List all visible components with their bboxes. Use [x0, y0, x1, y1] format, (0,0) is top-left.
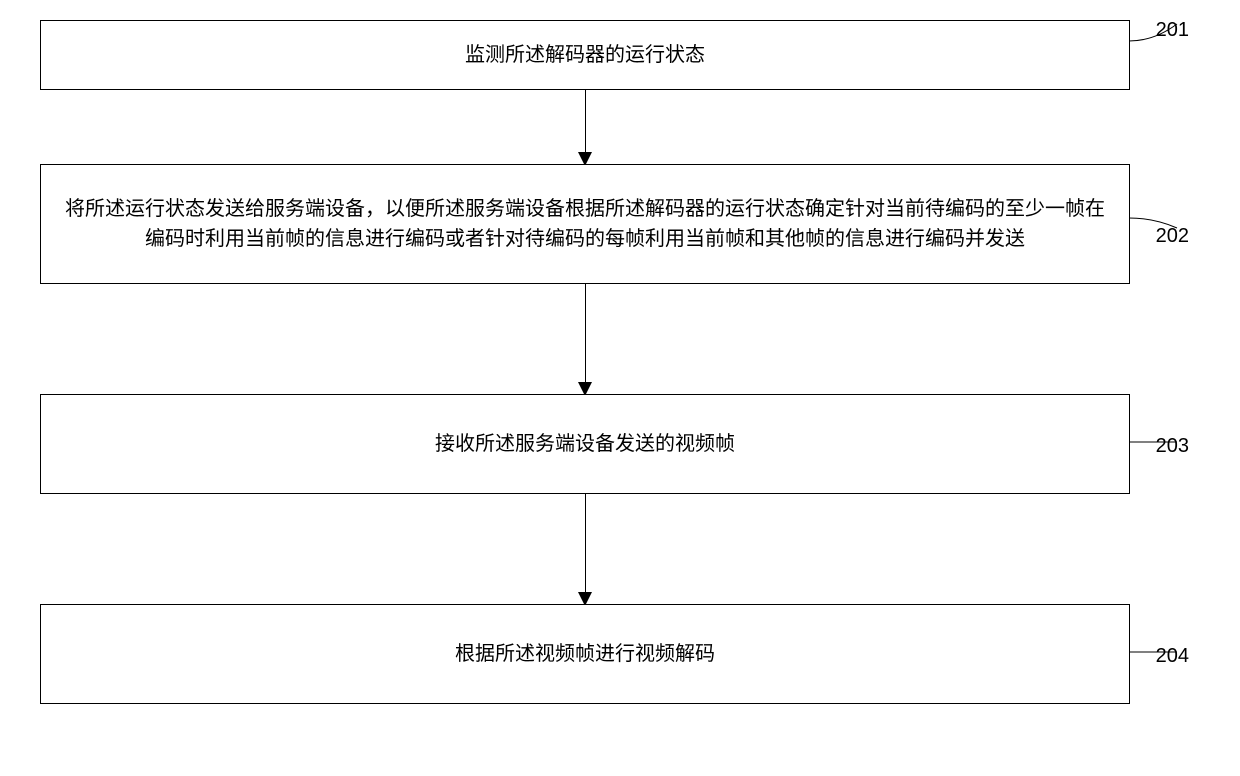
step-text: 接收所述服务端设备发送的视频帧 [435, 429, 735, 459]
step-label-201: 201 [1156, 15, 1189, 45]
step-box-203: 接收所述服务端设备发送的视频帧 203 [40, 394, 1130, 494]
step-text: 监测所述解码器的运行状态 [465, 40, 705, 70]
step-label-203: 203 [1156, 431, 1189, 461]
flowchart-container: 监测所述解码器的运行状态 201 将所述运行状态发送给服务端设备，以便所述服务端… [40, 20, 1200, 704]
step-label-202: 202 [1156, 221, 1189, 251]
step-box-204: 根据所述视频帧进行视频解码 204 [40, 604, 1130, 704]
step-box-201: 监测所述解码器的运行状态 201 [40, 20, 1130, 90]
step-box-202: 将所述运行状态发送给服务端设备，以便所述服务端设备根据所述解码器的运行状态确定针… [40, 164, 1130, 284]
step-text: 根据所述视频帧进行视频解码 [455, 639, 715, 669]
step-label-204: 204 [1156, 641, 1189, 671]
step-text: 将所述运行状态发送给服务端设备，以便所述服务端设备根据所述解码器的运行状态确定针… [61, 194, 1109, 254]
